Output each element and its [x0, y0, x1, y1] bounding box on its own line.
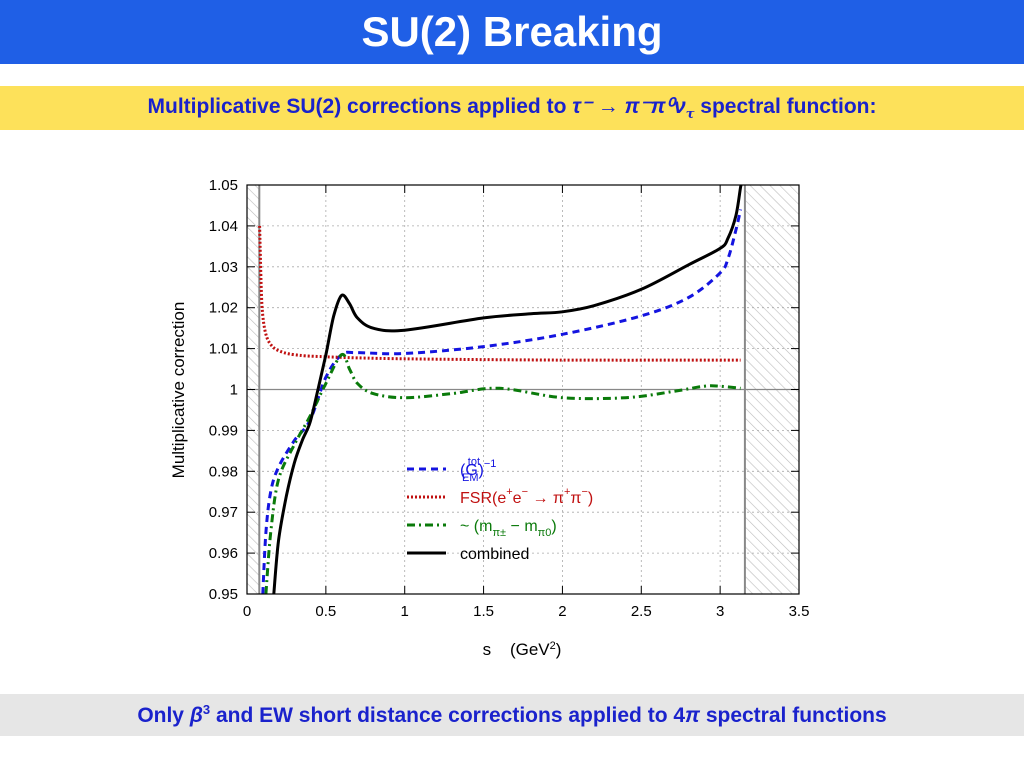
legend-label-mass: ~ (mπ± − mπ0): [460, 518, 557, 539]
footer-text: Only β3 and EW short distance correction…: [137, 702, 886, 728]
x-tick-label: 0.5: [315, 603, 336, 620]
subtitle-bar: Multiplicative SU(2) corrections applied…: [0, 86, 1024, 130]
legend-entry-gem: (Gtot EM)−1: [407, 456, 496, 484]
series-combined-curve: [272, 185, 743, 594]
y-tick-label: 1.01: [209, 341, 238, 358]
y-tick-label: 1.05: [209, 177, 238, 194]
x-tick-label: 0: [243, 603, 251, 620]
x-tick-label: 2: [558, 603, 566, 620]
y-tick-label: 1.03: [209, 259, 238, 276]
subtitle-formula-sub: τ: [685, 107, 695, 123]
x-tick-label: 3: [716, 603, 724, 620]
footer-middle: and EW short distance corrections applie…: [210, 704, 686, 727]
y-tick-label: 0.97: [209, 504, 238, 521]
page-title: SU(2) Breaking: [361, 8, 663, 55]
legend-label-fsr: FSR(e+e− → π+π−): [460, 486, 593, 507]
series-mass-curve: [264, 352, 741, 594]
legend-entry-mass: ~ (mπ± − mπ0): [407, 518, 557, 539]
subtitle-suffix: spectral function:: [700, 94, 877, 118]
x-axis-label: s (GeV2): [483, 640, 562, 659]
footer-pi: π: [685, 704, 700, 727]
x-tick-label: 2.5: [631, 603, 652, 620]
series-fsr-curve: [258, 225, 741, 362]
footer-beta-power: 3: [202, 702, 211, 717]
footer-prefix: Only: [137, 704, 190, 727]
y-tick-label: 0.98: [209, 463, 238, 480]
y-tick-label: 1: [230, 382, 238, 399]
x-tick-label: 1: [401, 603, 409, 620]
y-tick-label: 0.96: [209, 545, 238, 562]
legend-label-combined: combined: [460, 546, 529, 563]
title-bar: SU(2) Breaking: [0, 0, 1024, 64]
legend-label-gem: (Gtot EM)−1: [460, 456, 496, 484]
legend-entry-combined: combined: [407, 546, 529, 563]
x-tick-label: 1.5: [473, 603, 494, 620]
y-tick-label: 1.04: [209, 218, 238, 235]
footer-bar: Only β3 and EW short distance correction…: [0, 694, 1024, 736]
legend: (Gtot EM)−1 FSR(e+e− → π+π−) ~ (mπ± − mπ0…: [407, 456, 593, 563]
subtitle-formula: τ⁻ → π⁻π⁰ν: [572, 94, 686, 118]
y-tick-label: 0.99: [209, 422, 238, 439]
legend-entry-fsr: FSR(e+e− → π+π−): [407, 486, 593, 507]
subtitle-prefix: Multiplicative SU(2) corrections applied…: [147, 94, 573, 118]
y-tick-label: 1.02: [209, 300, 238, 317]
footer-beta: β: [189, 704, 203, 727]
y-tick-label: 0.95: [209, 586, 238, 603]
subtitle-text: Multiplicative SU(2) corrections applied…: [148, 94, 877, 122]
series-gem-curve: [261, 209, 743, 594]
x-tick-label: 3.5: [789, 603, 810, 620]
y-axis-label: Multiplicative correction: [169, 302, 188, 479]
footer-suffix: spectral functions: [699, 704, 887, 727]
